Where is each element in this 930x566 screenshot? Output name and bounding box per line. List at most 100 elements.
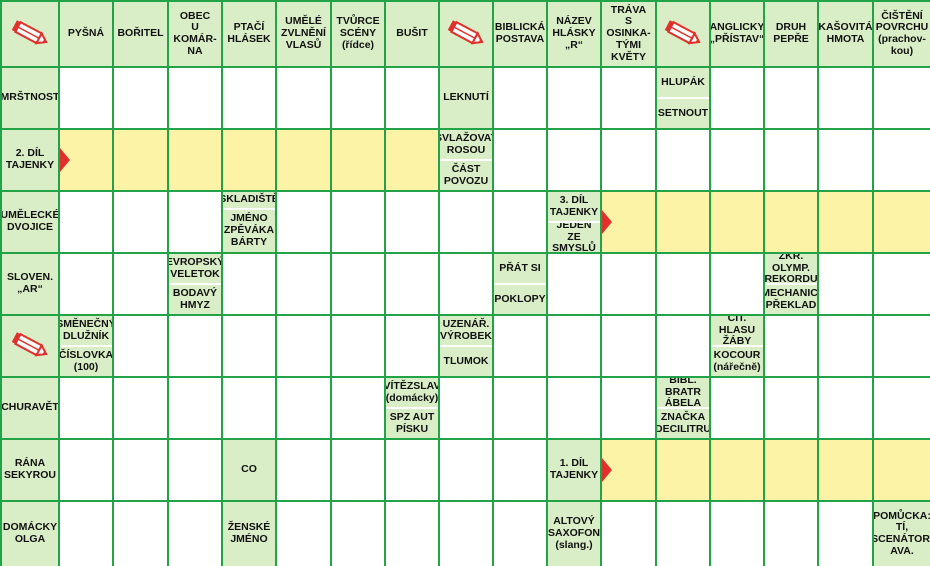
answer-cell[interactable] bbox=[114, 502, 167, 566]
answer-cell[interactable] bbox=[494, 130, 546, 190]
answer-cell[interactable] bbox=[60, 502, 112, 566]
answer-cell[interactable] bbox=[819, 502, 872, 566]
answer-cell[interactable] bbox=[602, 130, 655, 190]
tajenka-1-cell[interactable] bbox=[765, 440, 817, 500]
tajenka-1-cell[interactable] bbox=[711, 440, 763, 500]
answer-cell[interactable] bbox=[711, 254, 763, 314]
answer-cell[interactable] bbox=[114, 440, 167, 500]
answer-cell[interactable] bbox=[494, 192, 546, 252]
tajenka-1-cell[interactable] bbox=[819, 440, 872, 500]
answer-cell[interactable] bbox=[386, 440, 438, 500]
answer-cell[interactable] bbox=[223, 68, 275, 128]
answer-cell[interactable] bbox=[332, 502, 384, 566]
answer-cell[interactable] bbox=[60, 68, 112, 128]
answer-cell[interactable] bbox=[548, 378, 600, 438]
answer-cell[interactable] bbox=[60, 378, 112, 438]
tajenka-2-cell[interactable] bbox=[223, 130, 275, 190]
answer-cell[interactable] bbox=[765, 130, 817, 190]
answer-cell[interactable] bbox=[657, 316, 709, 376]
answer-cell[interactable] bbox=[765, 68, 817, 128]
answer-cell[interactable] bbox=[332, 378, 384, 438]
answer-cell[interactable] bbox=[60, 192, 112, 252]
answer-cell[interactable] bbox=[169, 316, 221, 376]
tajenka-1-cell[interactable] bbox=[657, 440, 709, 500]
tajenka-2-cell[interactable] bbox=[114, 130, 167, 190]
answer-cell[interactable] bbox=[60, 254, 112, 314]
answer-cell[interactable] bbox=[874, 130, 930, 190]
answer-cell[interactable] bbox=[494, 440, 546, 500]
answer-cell[interactable] bbox=[386, 316, 438, 376]
answer-cell[interactable] bbox=[548, 254, 600, 314]
tajenka-3-cell[interactable] bbox=[711, 192, 763, 252]
answer-cell[interactable] bbox=[277, 192, 330, 252]
answer-cell[interactable] bbox=[494, 502, 546, 566]
answer-cell[interactable] bbox=[602, 378, 655, 438]
tajenka-3-cell[interactable] bbox=[765, 192, 817, 252]
answer-cell[interactable] bbox=[711, 68, 763, 128]
answer-cell[interactable] bbox=[711, 130, 763, 190]
answer-cell[interactable] bbox=[169, 440, 221, 500]
answer-cell[interactable] bbox=[819, 68, 872, 128]
answer-cell[interactable] bbox=[114, 192, 167, 252]
answer-cell[interactable] bbox=[602, 316, 655, 376]
answer-cell[interactable] bbox=[548, 68, 600, 128]
answer-cell[interactable] bbox=[440, 254, 492, 314]
answer-cell[interactable] bbox=[548, 130, 600, 190]
answer-cell[interactable] bbox=[711, 502, 763, 566]
answer-cell[interactable] bbox=[332, 68, 384, 128]
answer-cell[interactable] bbox=[657, 130, 709, 190]
answer-cell[interactable] bbox=[602, 68, 655, 128]
answer-cell[interactable] bbox=[169, 502, 221, 566]
tajenka-2-cell[interactable] bbox=[277, 130, 330, 190]
answer-cell[interactable] bbox=[494, 68, 546, 128]
answer-cell[interactable] bbox=[602, 502, 655, 566]
answer-cell[interactable] bbox=[169, 68, 221, 128]
answer-cell[interactable] bbox=[874, 378, 930, 438]
answer-cell[interactable] bbox=[494, 378, 546, 438]
answer-cell[interactable] bbox=[277, 254, 330, 314]
answer-cell[interactable] bbox=[819, 378, 872, 438]
answer-cell[interactable] bbox=[765, 378, 817, 438]
answer-cell[interactable] bbox=[277, 378, 330, 438]
answer-cell[interactable] bbox=[440, 378, 492, 438]
answer-cell[interactable] bbox=[765, 502, 817, 566]
answer-cell[interactable] bbox=[277, 440, 330, 500]
answer-cell[interactable] bbox=[819, 254, 872, 314]
answer-cell[interactable] bbox=[386, 192, 438, 252]
answer-cell[interactable] bbox=[60, 440, 112, 500]
answer-cell[interactable] bbox=[386, 502, 438, 566]
answer-cell[interactable] bbox=[874, 254, 930, 314]
answer-cell[interactable] bbox=[114, 316, 167, 376]
tajenka-2-cell[interactable] bbox=[332, 130, 384, 190]
answer-cell[interactable] bbox=[657, 502, 709, 566]
tajenka-2-cell[interactable] bbox=[386, 130, 438, 190]
tajenka-2-cell[interactable] bbox=[169, 130, 221, 190]
answer-cell[interactable] bbox=[277, 316, 330, 376]
answer-cell[interactable] bbox=[711, 378, 763, 438]
answer-cell[interactable] bbox=[494, 316, 546, 376]
answer-cell[interactable] bbox=[874, 316, 930, 376]
answer-cell[interactable] bbox=[332, 254, 384, 314]
answer-cell[interactable] bbox=[440, 192, 492, 252]
answer-cell[interactable] bbox=[440, 440, 492, 500]
answer-cell[interactable] bbox=[114, 254, 167, 314]
answer-cell[interactable] bbox=[114, 378, 167, 438]
answer-cell[interactable] bbox=[277, 68, 330, 128]
answer-cell[interactable] bbox=[548, 316, 600, 376]
answer-cell[interactable] bbox=[223, 254, 275, 314]
answer-cell[interactable] bbox=[169, 192, 221, 252]
answer-cell[interactable] bbox=[332, 316, 384, 376]
answer-cell[interactable] bbox=[332, 192, 384, 252]
answer-cell[interactable] bbox=[386, 68, 438, 128]
answer-cell[interactable] bbox=[440, 502, 492, 566]
answer-cell[interactable] bbox=[657, 254, 709, 314]
tajenka-3-cell[interactable] bbox=[657, 192, 709, 252]
answer-cell[interactable] bbox=[602, 254, 655, 314]
answer-cell[interactable] bbox=[332, 440, 384, 500]
answer-cell[interactable] bbox=[223, 378, 275, 438]
tajenka-1-cell[interactable] bbox=[874, 440, 930, 500]
answer-cell[interactable] bbox=[765, 316, 817, 376]
answer-cell[interactable] bbox=[169, 378, 221, 438]
answer-cell[interactable] bbox=[223, 316, 275, 376]
tajenka-3-cell[interactable] bbox=[819, 192, 872, 252]
